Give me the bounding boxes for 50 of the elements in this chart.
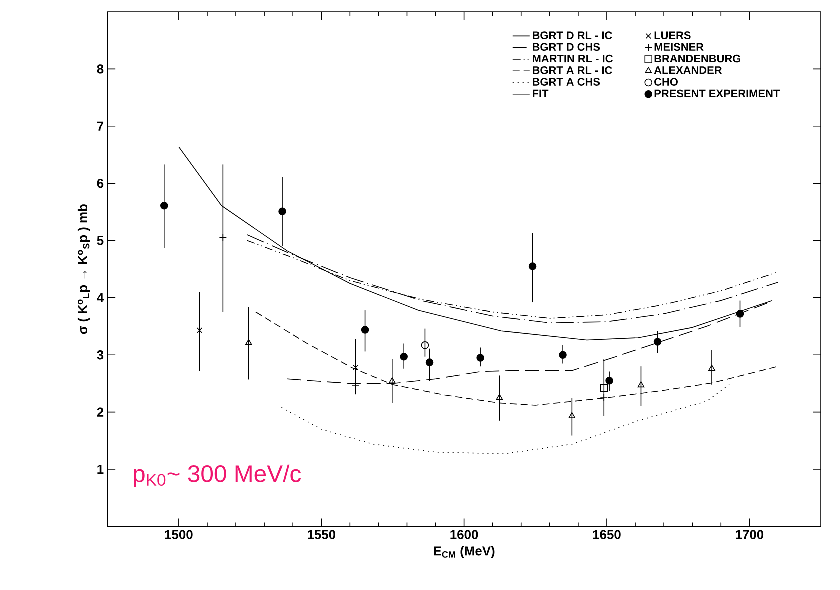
x-tick-label: 1650 bbox=[593, 530, 621, 540]
point bbox=[568, 412, 576, 418]
line-series bbox=[281, 384, 730, 454]
legend-label: LUERS bbox=[654, 32, 691, 40]
legend-label: MARTIN RL - IC bbox=[533, 54, 613, 63]
point bbox=[160, 202, 168, 210]
point bbox=[736, 310, 744, 318]
x-tick-label: 1700 bbox=[736, 530, 764, 540]
y-tick-label: 7 bbox=[97, 122, 104, 131]
legend-label: BRANDENBURG bbox=[654, 54, 740, 63]
point bbox=[476, 354, 484, 362]
legend-label: BGRT D RL - IC bbox=[533, 32, 612, 40]
point bbox=[278, 208, 286, 216]
y-tick-label: 2 bbox=[97, 408, 104, 417]
point bbox=[606, 376, 614, 385]
point bbox=[496, 394, 504, 400]
legend-label: BGRT A RL - IC bbox=[533, 66, 612, 74]
y-tick-label: 3 bbox=[97, 350, 104, 360]
point bbox=[638, 382, 645, 388]
legend-label: CHO bbox=[654, 78, 678, 86]
annotation: p$_{K0}$~ 300 MeV/c bbox=[134, 464, 302, 488]
point bbox=[353, 364, 359, 371]
y-tick-label: 1 bbox=[98, 465, 104, 474]
point bbox=[654, 338, 662, 346]
y-axis-title: σ ( K$^{o}$$_{L}$p → K$^{o}$$_{S}$p ) mb bbox=[78, 204, 90, 334]
legend-label: ALEXANDER bbox=[654, 66, 722, 74]
point bbox=[421, 342, 430, 350]
point bbox=[528, 262, 537, 270]
y-tick-label: 4 bbox=[97, 293, 104, 302]
y-tick-label: 8 bbox=[97, 64, 104, 74]
x-tick-label: 1600 bbox=[450, 530, 478, 540]
point bbox=[196, 328, 203, 334]
x-tick-label: 1550 bbox=[308, 530, 336, 540]
y-tick-label: 5 bbox=[97, 236, 104, 246]
y-tick-label: 6 bbox=[97, 178, 104, 188]
point bbox=[388, 378, 396, 384]
point bbox=[600, 384, 608, 392]
legend-label: BGRT D CHS bbox=[533, 43, 600, 52]
x-axis-title: E$_{CM}$ (MeV) bbox=[434, 546, 495, 558]
point bbox=[361, 326, 370, 334]
point bbox=[426, 358, 434, 366]
point bbox=[245, 339, 252, 346]
legend-label: MEISNER bbox=[654, 43, 704, 52]
x-tick-label: 1500 bbox=[165, 530, 193, 540]
legend-label: PRESENT EXPERIMENT bbox=[654, 90, 780, 98]
point bbox=[708, 364, 716, 371]
legend-label: FIT bbox=[533, 90, 549, 98]
point bbox=[400, 352, 408, 361]
legend-label: BGRT A CHS bbox=[533, 78, 600, 86]
point bbox=[559, 351, 567, 360]
